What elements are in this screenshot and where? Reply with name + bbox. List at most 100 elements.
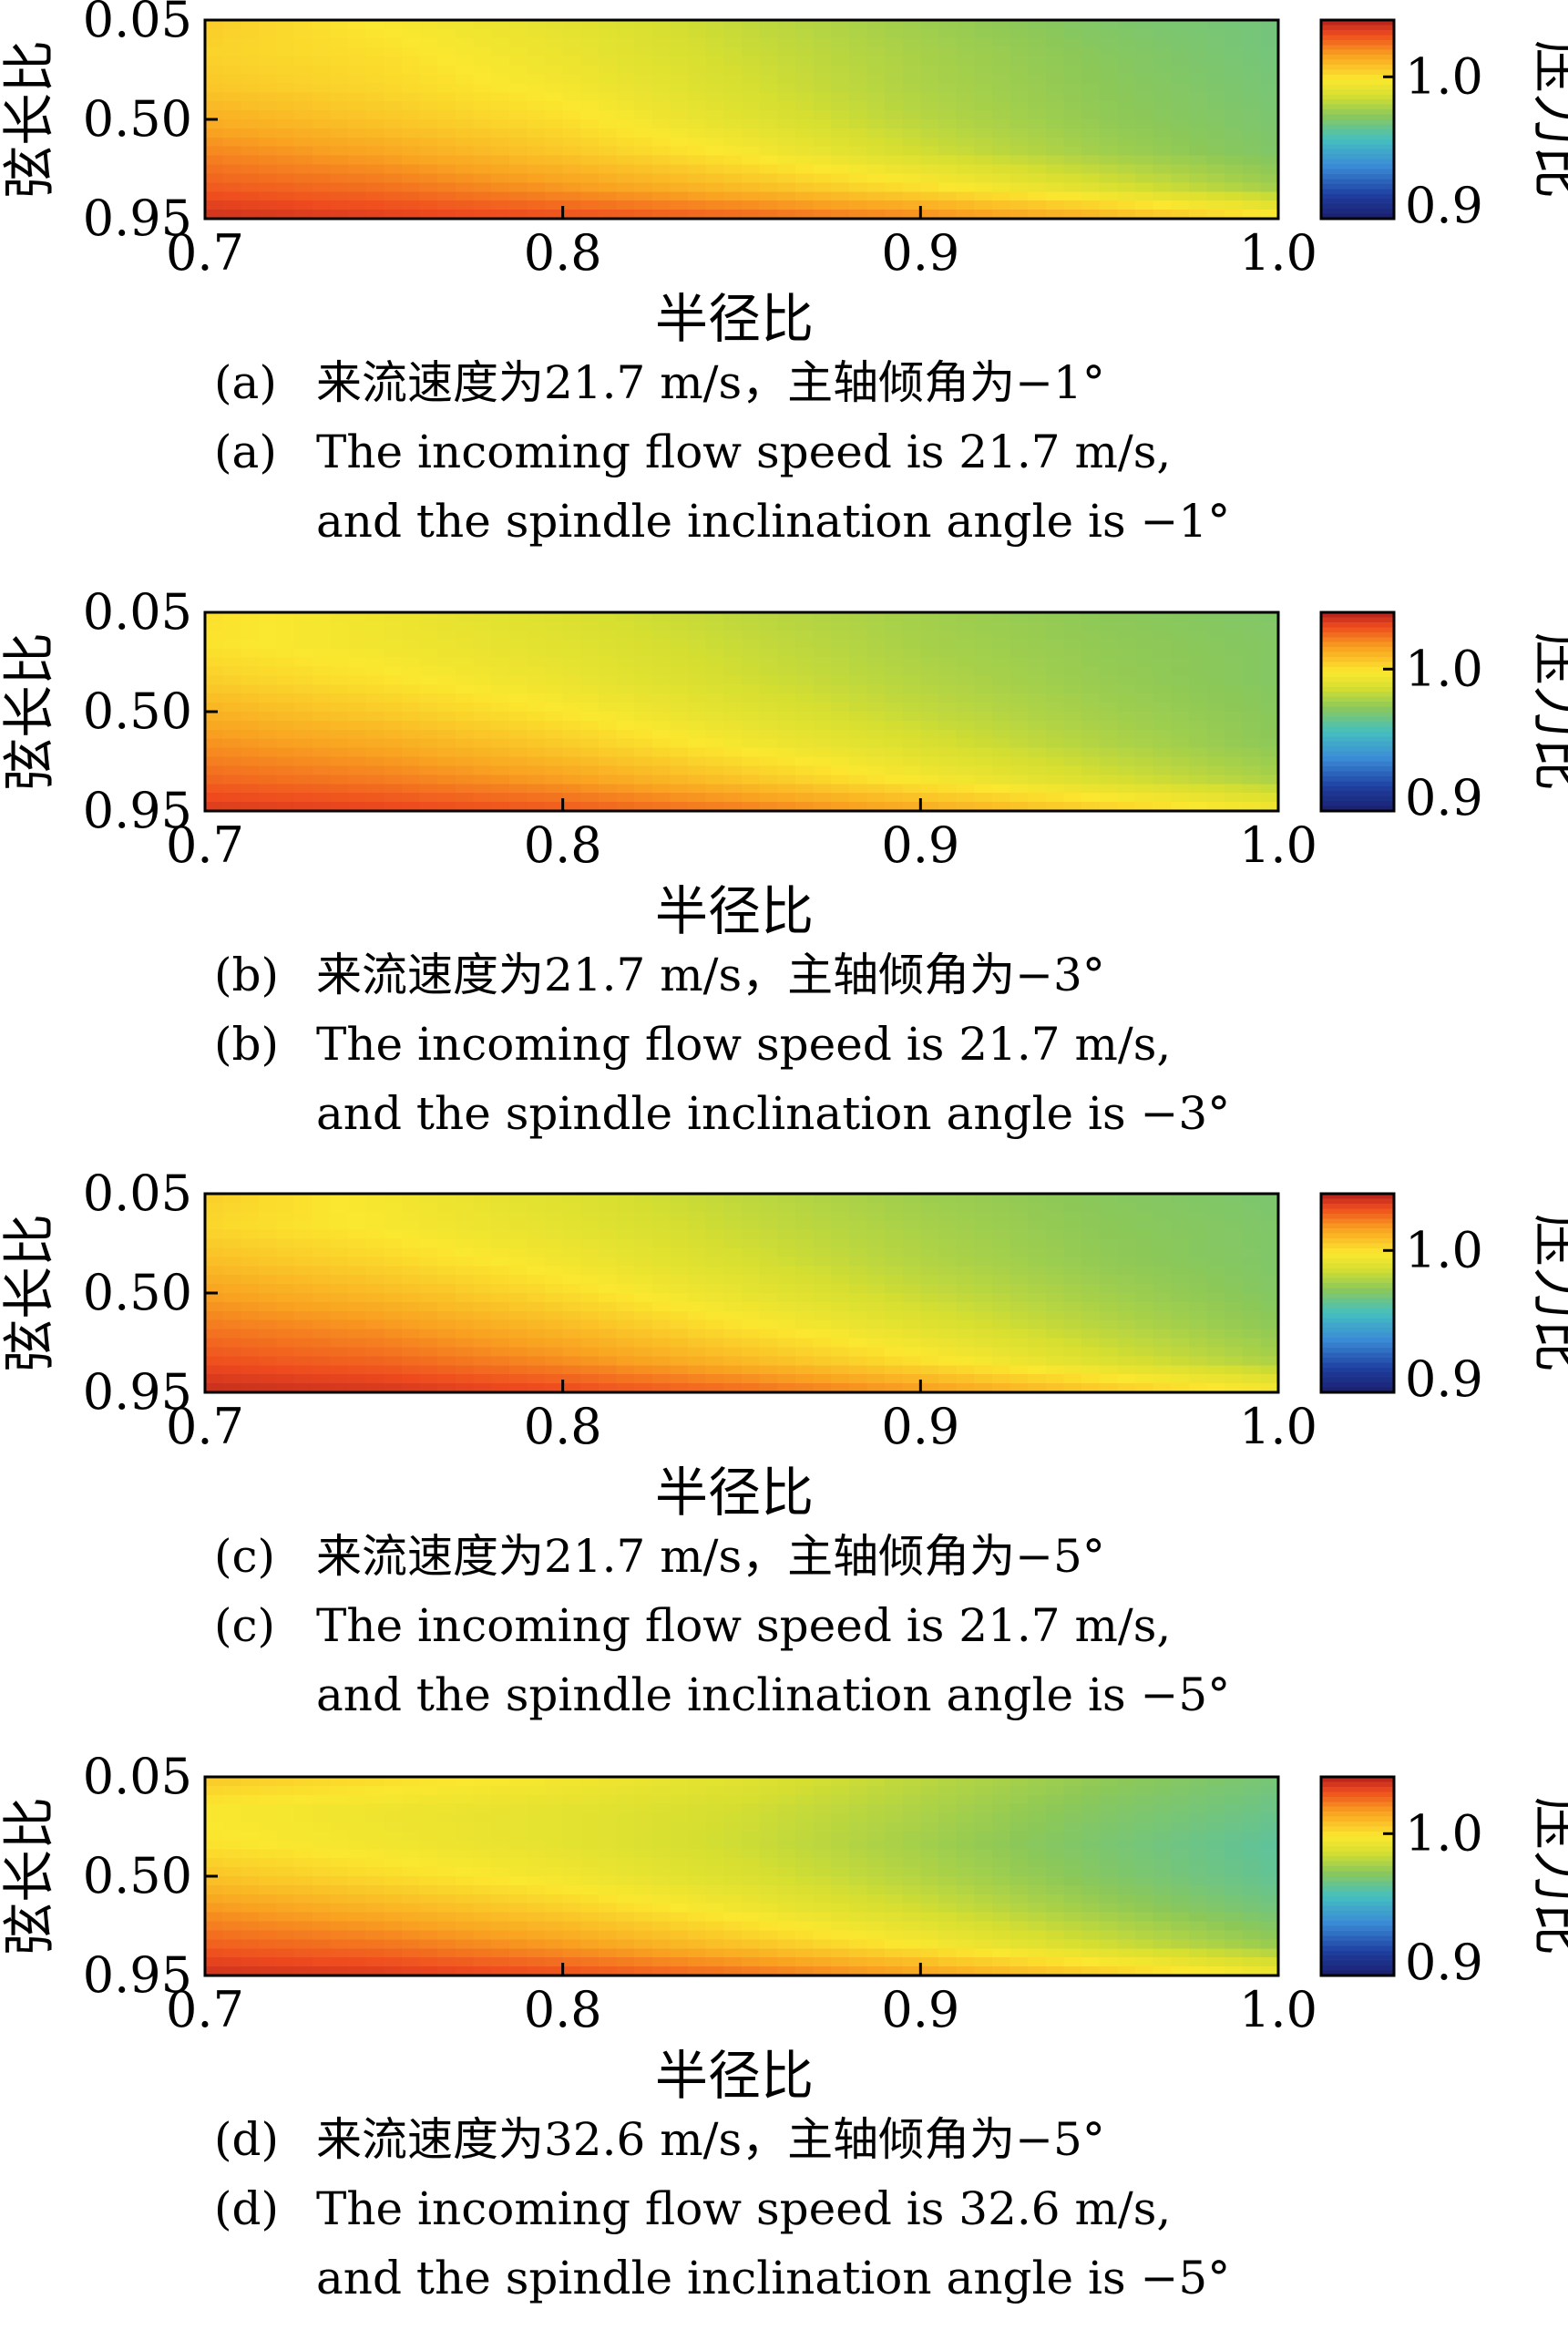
heatmap-cell bbox=[580, 1374, 599, 1384]
heatmap-cell bbox=[294, 1822, 313, 1832]
heatmap-cell bbox=[437, 1320, 456, 1330]
heatmap-cell bbox=[903, 1329, 921, 1339]
heatmap-cell bbox=[1189, 1221, 1207, 1231]
heatmap-cell bbox=[688, 1293, 706, 1303]
heatmap-cell bbox=[205, 200, 223, 210]
heatmap-cell bbox=[563, 1858, 581, 1868]
heatmap-cell bbox=[634, 684, 652, 694]
heatmap-cell bbox=[1225, 1221, 1243, 1231]
heatmap-cell bbox=[1243, 182, 1261, 192]
heatmap-cell bbox=[1260, 693, 1278, 703]
heatmap-cell bbox=[1243, 74, 1261, 84]
heatmap-cell bbox=[742, 621, 760, 631]
heatmap-cell bbox=[974, 182, 992, 192]
heatmap-cell bbox=[330, 1221, 348, 1231]
heatmap-cell bbox=[420, 1813, 438, 1823]
heatmap-cell bbox=[527, 1293, 545, 1303]
heatmap-cell bbox=[241, 1212, 259, 1222]
heatmap-cell bbox=[580, 138, 599, 148]
heatmap-cell bbox=[634, 649, 652, 659]
heatmap-cell bbox=[456, 1894, 474, 1904]
heatmap-cell bbox=[474, 1813, 492, 1823]
heatmap-cell bbox=[938, 1329, 957, 1339]
heatmap-cell bbox=[903, 649, 921, 659]
heatmap-cell bbox=[885, 1203, 903, 1213]
heatmap-cell bbox=[509, 748, 528, 758]
heatmap-cell bbox=[294, 1885, 313, 1895]
heatmap-cell bbox=[527, 1840, 545, 1850]
heatmap-cell bbox=[205, 765, 223, 775]
heatmap-cell bbox=[420, 1374, 438, 1384]
heatmap-cell bbox=[652, 765, 671, 775]
heatmap-cell bbox=[1100, 147, 1118, 157]
heatmap-cell bbox=[688, 1849, 706, 1859]
heatmap-cell bbox=[1260, 1777, 1278, 1787]
heatmap-cell bbox=[223, 1239, 241, 1249]
heatmap-cell bbox=[294, 38, 313, 48]
heatmap-cell bbox=[205, 775, 223, 785]
heatmap-cell bbox=[1189, 1311, 1207, 1321]
heatmap-cell bbox=[277, 1239, 295, 1249]
heatmap-cell bbox=[831, 1813, 849, 1823]
heatmap-cell bbox=[1189, 640, 1207, 650]
heatmap-cell bbox=[223, 182, 241, 192]
heatmap-cell bbox=[957, 1320, 975, 1330]
heatmap-cell bbox=[437, 156, 456, 166]
heatmap-cell bbox=[205, 757, 223, 767]
heatmap-cell bbox=[903, 147, 921, 157]
heatmap-cell bbox=[1028, 119, 1046, 129]
heatmap-cell bbox=[1063, 101, 1081, 111]
heatmap-cell bbox=[920, 1858, 938, 1868]
caption-text: 来流速度为21.7 m/s，主轴倾角为−5° bbox=[316, 1530, 1105, 1583]
heatmap-cell bbox=[957, 1867, 975, 1877]
colorbar-band bbox=[1321, 1244, 1394, 1249]
heatmap-cell bbox=[1081, 1795, 1100, 1805]
heatmap-cell bbox=[348, 666, 366, 676]
heatmap-cell bbox=[1046, 66, 1064, 76]
heatmap-cell bbox=[223, 684, 241, 694]
heatmap-cell bbox=[491, 56, 509, 67]
heatmap-cell bbox=[617, 1858, 635, 1868]
heatmap-cell bbox=[491, 1804, 509, 1814]
heatmap-cell bbox=[742, 138, 760, 148]
heatmap-cell bbox=[795, 38, 814, 48]
heatmap-cell bbox=[1153, 200, 1172, 210]
heatmap-cell bbox=[1081, 1203, 1100, 1213]
heatmap-cell bbox=[241, 74, 259, 84]
heatmap-cell bbox=[474, 156, 492, 166]
heatmap-cell bbox=[885, 784, 903, 794]
heatmap-cell bbox=[1260, 658, 1278, 668]
heatmap-cell bbox=[420, 1239, 438, 1249]
heatmap-cell bbox=[706, 165, 724, 175]
heatmap-cell bbox=[903, 739, 921, 749]
heatmap-cell bbox=[814, 693, 832, 703]
heatmap-cell bbox=[1028, 666, 1046, 676]
heatmap-cell bbox=[849, 147, 867, 157]
heatmap-cell bbox=[670, 66, 688, 76]
heatmap-cell bbox=[313, 56, 331, 67]
heatmap-cell bbox=[1206, 793, 1225, 803]
heatmap-cell bbox=[330, 165, 348, 175]
heatmap-cell bbox=[974, 1203, 992, 1213]
heatmap-cell bbox=[259, 1840, 277, 1850]
heatmap-cell bbox=[849, 784, 867, 794]
heatmap-cell bbox=[974, 1230, 992, 1240]
colorbar-band bbox=[1321, 115, 1394, 120]
heatmap-cell bbox=[313, 675, 331, 685]
heatmap-cell bbox=[866, 119, 885, 129]
heatmap-cell bbox=[742, 1822, 760, 1832]
heatmap-cell bbox=[760, 1221, 778, 1231]
heatmap-cell bbox=[795, 83, 814, 93]
heatmap-cell bbox=[1171, 649, 1189, 659]
heatmap-cell bbox=[1206, 775, 1225, 785]
heatmap-cell bbox=[205, 721, 223, 731]
heatmap-cell bbox=[580, 1339, 599, 1349]
heatmap-cell bbox=[920, 1813, 938, 1823]
heatmap-cell bbox=[1063, 621, 1081, 631]
heatmap-cell bbox=[259, 739, 277, 749]
heatmap-cell bbox=[402, 730, 420, 740]
heatmap-cell bbox=[277, 631, 295, 641]
heatmap-cell bbox=[634, 1840, 652, 1850]
heatmap-cell bbox=[706, 128, 724, 139]
heatmap-cell bbox=[1046, 757, 1064, 767]
